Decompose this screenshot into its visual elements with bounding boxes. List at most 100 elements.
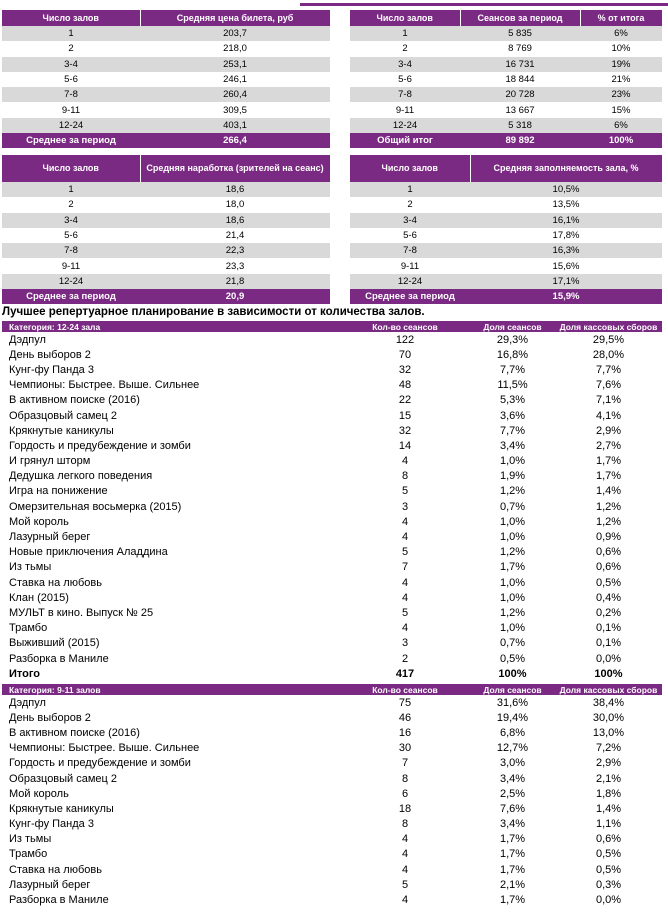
table-row: 5-6 246,1	[2, 72, 330, 87]
cell: 12-24	[2, 273, 140, 290]
table-row: 2 218,0	[2, 41, 330, 56]
cell: 0,0%	[595, 652, 622, 665]
table-row: Омерзительная восьмерка (2015) 3 0,7% 1,2%	[2, 499, 662, 514]
cell: 16 731	[460, 56, 580, 72]
cell: 38,4%	[592, 696, 625, 709]
cell: 70	[398, 348, 412, 361]
cell: 100%	[498, 667, 527, 680]
table-row: 9-11 309,5	[2, 102, 330, 117]
cell: 309,5	[223, 104, 247, 116]
cell: 0,3%	[595, 878, 622, 891]
cell: 1,7%	[499, 848, 526, 861]
cell: 15,6%	[552, 260, 580, 272]
cell: Средняя цена билета, руб	[140, 10, 331, 26]
table-row: 9-11 15,6%	[350, 258, 662, 273]
cell: 4	[401, 894, 409, 907]
cell: Гордость и предубеждение и зомби	[9, 757, 191, 770]
table-row: 7-8 16,3%	[350, 243, 662, 259]
cell: 1,2%	[595, 500, 622, 513]
cell: 0,7%	[499, 500, 526, 513]
cell: Кол-во сеансов	[340, 684, 470, 695]
table-row: Выживший (2015) 3 0,7% 0,1%	[2, 636, 662, 651]
cell: Выживший (2015)	[9, 637, 100, 650]
cell: 7,7%	[595, 363, 622, 376]
cell: 0,1%	[595, 637, 622, 650]
cell: 29,3%	[496, 333, 529, 346]
cell: День выборов 2	[9, 348, 91, 361]
cell: 12-24	[350, 117, 460, 134]
cell: 7,2%	[595, 742, 622, 755]
cell: 5 835	[460, 26, 580, 42]
cell: 260,4	[140, 87, 330, 103]
data-table: Число залов Средняя заполняемость зала, %…	[350, 155, 663, 305]
table-row: День выборов 2 46 19,4% 30,0%	[2, 710, 662, 725]
cell: Крякнутые каникулы	[9, 424, 114, 437]
table-row: Игра на понижение 5 1,2% 1,4%	[2, 484, 662, 499]
footer-row: Общий итог 89 892 100%	[350, 133, 662, 149]
cell: 48	[398, 379, 412, 392]
table-row: 9-11 13 667 15%	[350, 102, 662, 117]
cell: 3-4	[2, 56, 140, 72]
cell: Число залов	[350, 155, 471, 182]
cell: 1,2%	[499, 485, 526, 498]
cell: 1,7%	[499, 561, 526, 574]
table-row: Чемпионы: Быстрее. Выше. Сильнее 48 11,5% 7…	[2, 378, 662, 393]
cell: 6	[401, 787, 409, 800]
cell: Трамбо	[9, 622, 48, 635]
cell: 32	[398, 424, 412, 437]
cell: 12-24	[350, 273, 470, 290]
cell: 3	[401, 637, 409, 650]
cell: % от итога	[580, 10, 663, 26]
cell: 0,6%	[595, 546, 622, 559]
cell: Новые приключения Аладдина	[9, 546, 168, 559]
cell: 29,5%	[592, 333, 625, 346]
cell: 0,5%	[595, 576, 622, 589]
cell: 0,5%	[595, 863, 622, 876]
cell: 21,8	[140, 273, 330, 290]
cell: 22,3	[140, 243, 330, 259]
cell: 16,8%	[496, 348, 529, 361]
table-row: Новые приключения Аладдина 5 1,2% 0,6%	[2, 545, 662, 560]
cell: 7	[401, 561, 409, 574]
cell: 1,9%	[499, 470, 526, 483]
data-table: Категория: 12-24 зала Кол-во сеансов Доля …	[2, 321, 662, 681]
cell: Лазурный берег	[9, 878, 91, 891]
table-row: Трамбо 4 1,7% 0,5%	[2, 847, 662, 862]
table-row: Из тьмы 4 1,7% 0,6%	[2, 832, 662, 847]
table-row: Трамбо 4 1,0% 0,1%	[2, 621, 662, 636]
cell: Число залов	[350, 10, 461, 26]
data-table: Число залов Сеансов за период% от итога 1 5…	[350, 10, 663, 149]
table-row: Гордость и предубеждение и зомби 7 3,0% 2,9…	[2, 756, 662, 771]
cell: 7-8	[2, 87, 140, 103]
cell: Категория: 9-11 залов	[2, 684, 340, 695]
cell: 1,4%	[595, 802, 622, 815]
cell: 4	[401, 591, 409, 604]
cell: 2	[68, 199, 74, 211]
cell: 4	[401, 515, 409, 528]
table-row: 9-11 23,3	[2, 258, 330, 273]
cell: 12-24	[2, 117, 140, 134]
table-row: 12-24 17,1%	[350, 273, 662, 290]
cell: 122	[395, 333, 415, 346]
table-row: 5-6 21,4	[2, 228, 330, 243]
table-row: Чемпионы: Быстрее. Выше. Сильнее 30 12,7% 7…	[2, 741, 662, 756]
table-row: Из тьмы 7 1,7% 0,6%	[2, 560, 662, 575]
table-row: 12-24 21,8	[2, 273, 330, 290]
cell: 1,0%	[499, 591, 526, 604]
cell: Чемпионы: Быстрее. Выше. Сильнее	[9, 379, 200, 392]
cell: 7-8	[350, 87, 460, 103]
table-row: 7-8 20 728 23%	[350, 87, 662, 103]
cell: 19,4%	[496, 711, 529, 724]
cell: 0,4%	[595, 591, 622, 604]
cell: Дэдпул	[9, 696, 46, 709]
cell: Трамбо	[9, 848, 48, 861]
cell: Дэдпул	[9, 333, 46, 346]
table-row: 1 18,6	[2, 182, 330, 198]
cell: 2,1%	[499, 878, 526, 891]
cell: 3-4	[350, 56, 460, 72]
cell: Общий итог	[350, 133, 460, 149]
cell: 7,6%	[595, 379, 622, 392]
table-row: 12-24 403,1	[2, 117, 330, 134]
cell: 1	[2, 26, 140, 42]
